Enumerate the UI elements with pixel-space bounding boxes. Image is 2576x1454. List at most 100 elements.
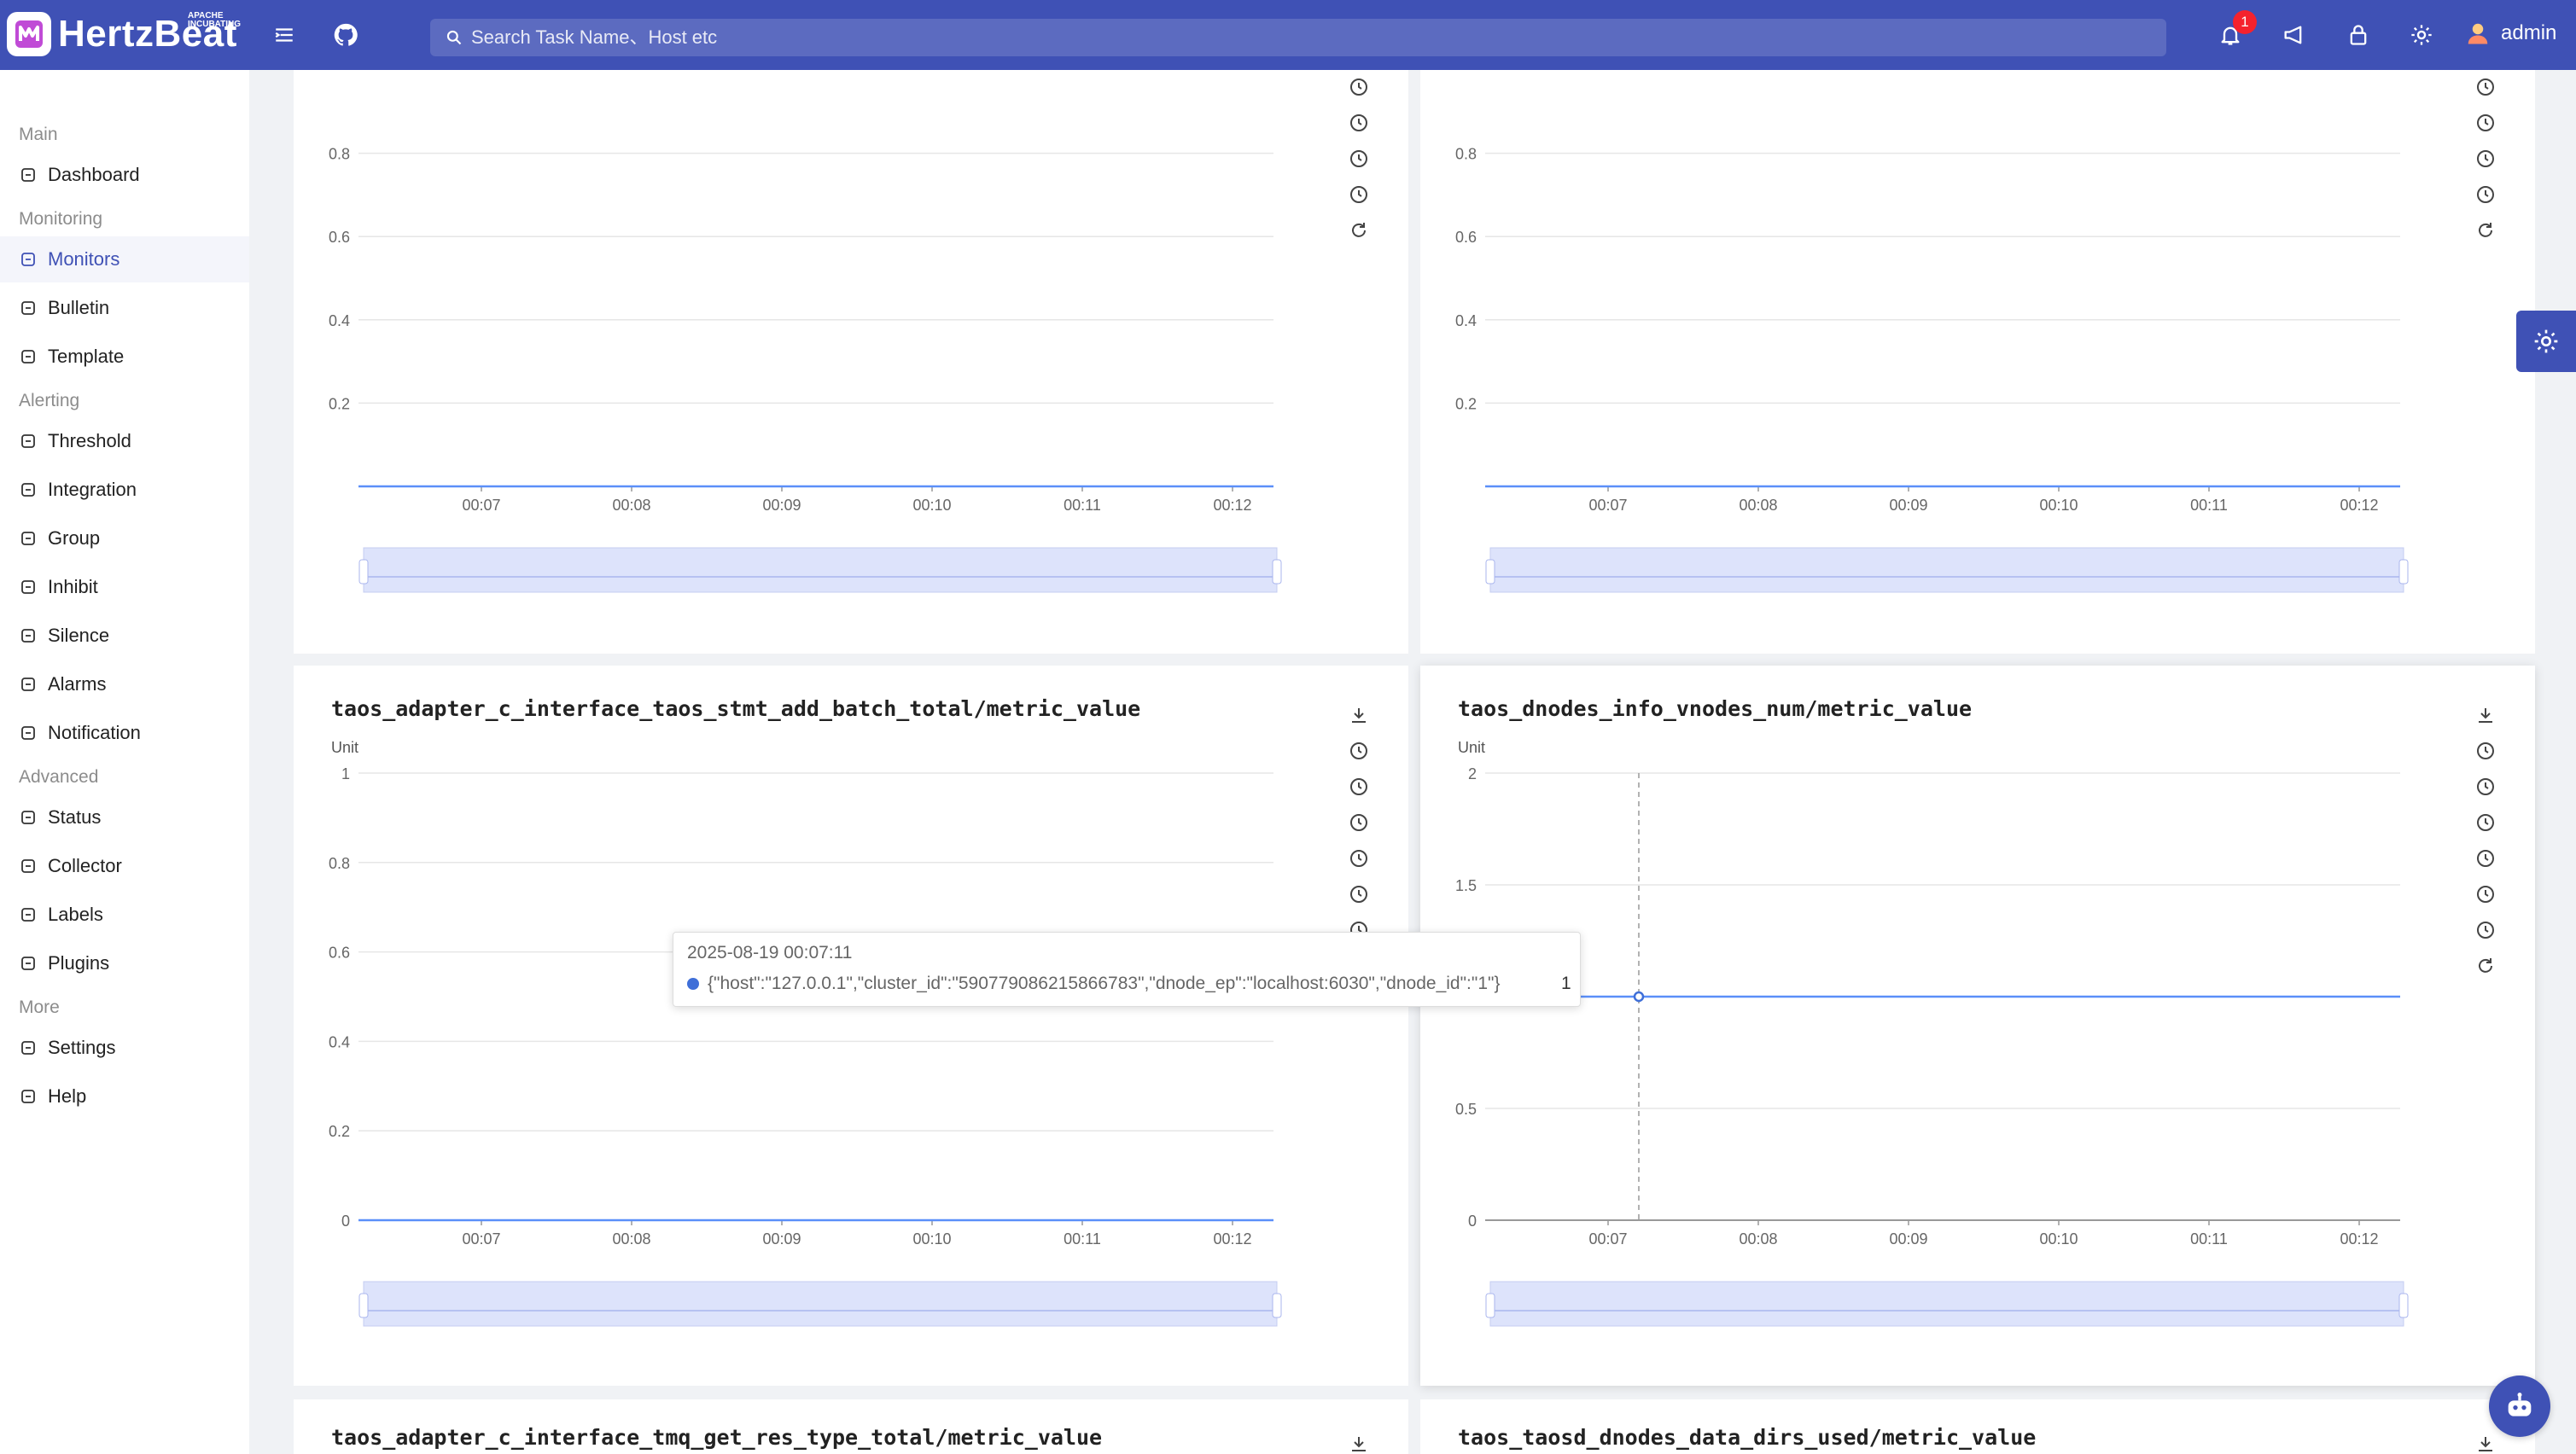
sidebar-item-collector[interactable]: Collector <box>0 843 249 889</box>
slider-handle[interactable] <box>358 559 369 585</box>
sidebar-item-alarms[interactable]: Alarms <box>0 661 249 707</box>
integration-icon <box>19 480 38 499</box>
sidebar-item-threshold[interactable]: Threshold <box>0 418 249 464</box>
time-range-clock-icon[interactable] <box>2474 739 2497 763</box>
y-tick-label: 0.2 <box>329 395 350 412</box>
sidebar-item-label: Settings <box>48 1037 116 1058</box>
sidebar-item-label: Status <box>48 806 102 828</box>
lock-icon[interactable] <box>2342 19 2375 51</box>
gear-icon[interactable] <box>2405 19 2438 51</box>
y-tick-label: 0.6 <box>329 229 350 246</box>
x-tick-label: 00:08 <box>612 1230 650 1248</box>
x-tick-label: 00:08 <box>1739 1230 1777 1248</box>
refresh-icon[interactable] <box>2474 954 2497 978</box>
y-tick-label: 0.4 <box>1455 312 1477 329</box>
user-menu[interactable]: admin <box>2465 20 2556 46</box>
notification-bell-icon[interactable]: 1 <box>2214 10 2257 51</box>
group-icon <box>19 529 38 548</box>
time-range-clock-icon[interactable] <box>2474 846 2497 870</box>
tooltip-value: 1 <box>1561 974 1571 993</box>
announcement-icon[interactable] <box>2277 19 2310 51</box>
time-range-clock-icon[interactable] <box>1347 147 1371 171</box>
sidebar-item-status[interactable]: Status <box>0 794 249 840</box>
search-input[interactable] <box>471 26 2093 49</box>
slider-handle[interactable] <box>2398 1293 2409 1318</box>
sidebar-item-settings[interactable]: Settings <box>0 1025 249 1071</box>
time-range-clock-icon[interactable] <box>1347 183 1371 206</box>
tooltip-series-label: {"host":"127.0.0.1","cluster_id":"590779… <box>708 974 1501 993</box>
slider-handle[interactable] <box>1272 1293 1282 1318</box>
x-tick-label: 00:11 <box>2190 1230 2228 1248</box>
download-icon[interactable] <box>1347 703 1371 727</box>
download-icon[interactable] <box>2474 1432 2497 1454</box>
time-range-clock-icon[interactable] <box>2474 111 2497 135</box>
time-range-clock-icon[interactable] <box>1347 775 1371 799</box>
sidebar-item-label: Bulletin <box>48 297 110 318</box>
sidebar-item-group[interactable]: Group <box>0 515 249 561</box>
chart-unit-label: Unit <box>331 739 359 756</box>
sidebar-item-silence[interactable]: Silence <box>0 613 249 659</box>
data-point[interactable] <box>1633 991 1645 1003</box>
time-range-clock-icon[interactable] <box>2474 147 2497 171</box>
ai-assistant-button[interactable] <box>2489 1375 2550 1437</box>
time-range-clock-icon[interactable] <box>2474 811 2497 835</box>
sidebar-item-label: Silence <box>48 625 110 646</box>
sidebar-item-plugins[interactable]: Plugins <box>0 940 249 986</box>
slider-handle[interactable] <box>358 1293 369 1318</box>
y-tick-label: 0.2 <box>329 1123 350 1140</box>
label-icon <box>19 905 38 924</box>
sidebar-item-help[interactable]: Help <box>0 1073 249 1120</box>
github-icon[interactable] <box>329 19 362 51</box>
sidebar-item-integration[interactable]: Integration <box>0 467 249 513</box>
refresh-icon[interactable] <box>2474 218 2497 242</box>
data-zoom-slider <box>1489 1281 2404 1327</box>
time-range-clock-icon[interactable] <box>2474 75 2497 99</box>
robot-icon <box>2508 1393 2532 1416</box>
sidebar-item-bulletin[interactable]: Bulletin <box>0 285 249 331</box>
menu-toggle-icon[interactable] <box>268 19 300 51</box>
nav-group-title: Monitoring <box>19 209 103 229</box>
slider-handle[interactable] <box>1272 559 1282 585</box>
time-range-clock-icon[interactable] <box>2474 183 2497 206</box>
slider-handle[interactable] <box>1485 559 1495 585</box>
settings-drawer-toggle[interactable] <box>2516 311 2576 372</box>
data-zoom-slider <box>363 547 1278 593</box>
global-search[interactable] <box>430 19 2166 56</box>
series-color-dot <box>687 978 699 990</box>
hertzbeat-logo[interactable]: HertzBeat APACHE INCUBATING <box>7 12 241 56</box>
dashboard-icon <box>19 166 38 184</box>
time-range-clock-icon[interactable] <box>1347 882 1371 906</box>
y-tick-label: 0.5 <box>1455 1101 1477 1118</box>
sidebar-item-inhibit[interactable]: Inhibit <box>0 564 249 610</box>
download-icon[interactable] <box>2474 703 2497 727</box>
chart-card: taos_adapter_c_interface_tmq_get_res_typ… <box>294 1399 1408 1454</box>
tooltip-time: 2025-08-19 00:07:11 <box>687 943 853 963</box>
y-tick-label: 1.5 <box>1455 877 1477 894</box>
download-icon[interactable] <box>1347 1432 1371 1454</box>
slider-handle[interactable] <box>2398 559 2409 585</box>
refresh-icon[interactable] <box>1347 218 1371 242</box>
sidebar-item-notification[interactable]: Notification <box>0 710 249 756</box>
time-range-clock-icon[interactable] <box>2474 918 2497 942</box>
time-range-clock-icon[interactable] <box>1347 111 1371 135</box>
chart-card: 0 0.5 1.5 2 00:07 00:08 00:09 00:10 00:11 00:12 t… <box>1420 666 2535 1386</box>
sidebar-item-label: Alarms <box>48 673 107 695</box>
time-range-clock-icon[interactable] <box>2474 775 2497 799</box>
sidebar-item-labels[interactable]: Labels <box>0 892 249 938</box>
notification-icon <box>19 724 38 742</box>
slider-handle[interactable] <box>1485 1293 1495 1318</box>
help-icon <box>19 1087 38 1106</box>
time-range-clock-icon[interactable] <box>2474 882 2497 906</box>
status-icon <box>19 808 38 827</box>
nav-group-title: More <box>19 997 60 1017</box>
time-range-clock-icon[interactable] <box>1347 846 1371 870</box>
time-range-clock-icon[interactable] <box>1347 811 1371 835</box>
sidebar-item-template[interactable]: Template <box>0 334 249 380</box>
time-range-clock-icon[interactable] <box>1347 739 1371 763</box>
sidebar: Main Dashboard Monitoring Monitors Bulletin T… <box>0 70 249 1454</box>
data-zoom-slider <box>363 1281 1278 1327</box>
time-range-clock-icon[interactable] <box>1347 75 1371 99</box>
sidebar-item-dashboard[interactable]: Dashboard <box>0 152 249 198</box>
sidebar-item-monitors[interactable]: Monitors <box>0 236 249 282</box>
sidebar-item-label: Collector <box>48 855 122 876</box>
